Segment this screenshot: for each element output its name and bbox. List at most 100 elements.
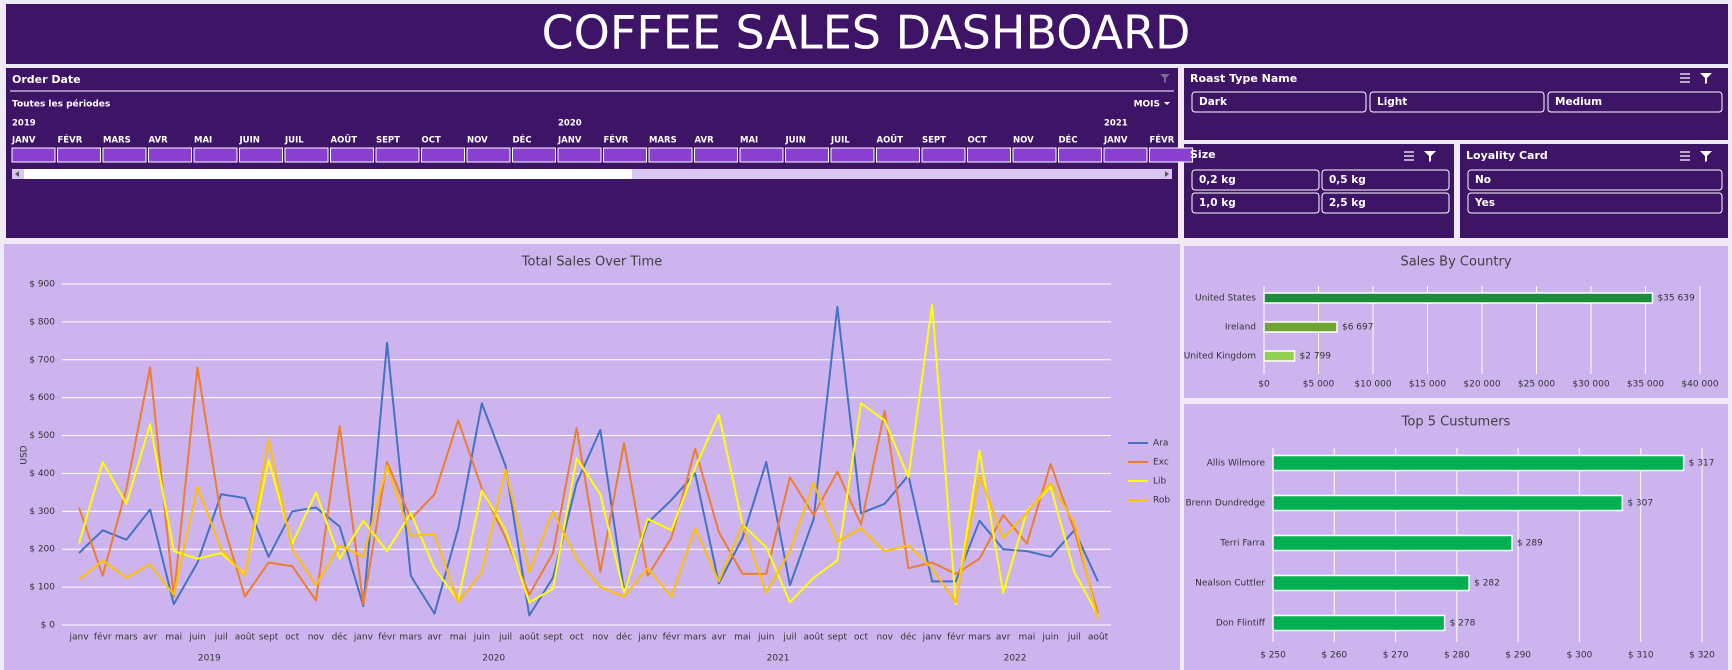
header-band: [6, 4, 1728, 64]
bar: [1272, 614, 1446, 632]
month-cell[interactable]: [239, 147, 283, 163]
month-cell[interactable]: [102, 147, 147, 163]
month-cell[interactable]: [148, 147, 192, 163]
x-tick-label: déc: [616, 632, 632, 643]
month-cell[interactable]: [876, 147, 920, 163]
slicer-button[interactable]: [1321, 169, 1450, 191]
clear-filter-icon[interactable]: [1424, 151, 1436, 162]
month-cell[interactable]: [375, 147, 420, 163]
slicer-title: Loyality Card: [1466, 149, 1548, 162]
x-tick-label: sept: [543, 633, 563, 643]
month-label: JUIL: [830, 136, 850, 146]
y-axis-label: USD: [20, 445, 30, 464]
slicer-button[interactable]: [1191, 192, 1320, 214]
month-cell[interactable]: [694, 147, 738, 163]
slicer-button[interactable]: [1467, 192, 1723, 214]
month-cell[interactable]: [785, 147, 829, 163]
y-tick-label: $ 600: [29, 393, 55, 403]
multiselect-icon[interactable]: [1404, 151, 1414, 161]
legend-label: Lib: [1153, 477, 1167, 487]
x-tick-label: août: [235, 633, 256, 643]
month-cell[interactable]: [466, 147, 511, 163]
level-arrow[interactable]: [1164, 102, 1170, 105]
data-label: $ 282: [1474, 579, 1500, 589]
y-tick-label: $ 0: [41, 621, 56, 631]
scroll-thumb[interactable]: [24, 169, 632, 179]
clear-filter-icon[interactable]: [1700, 151, 1712, 162]
x-tick-label: août: [519, 633, 540, 643]
y-tick-label: $ 700: [29, 355, 55, 365]
legend-label: Ara: [1153, 439, 1168, 449]
month-cell[interactable]: [1103, 147, 1148, 163]
clear-filter-icon[interactable]: [1160, 74, 1170, 83]
month-cell[interactable]: [57, 147, 101, 163]
month-cell[interactable]: [284, 147, 329, 163]
x-tick-label: juil: [214, 633, 228, 643]
x-tick-label: juin: [1041, 633, 1058, 643]
x-tick-label: avr: [143, 633, 158, 643]
month-label: DÉC: [513, 134, 532, 146]
x-tick-label: avr: [427, 633, 442, 643]
month-cell[interactable]: [830, 147, 875, 163]
slicer-title: Roast Type Name: [1190, 72, 1297, 85]
data-label: $ 317: [1689, 459, 1715, 469]
month-label: MARS: [103, 136, 131, 146]
slicer-item: 1,0 kg: [1199, 197, 1236, 209]
slicer-button[interactable]: [1547, 91, 1723, 113]
month-cell[interactable]: [967, 147, 1011, 163]
month-cell[interactable]: [603, 147, 647, 163]
chart-title: Total Sales Over Time: [521, 255, 662, 270]
month-label: SEPT: [922, 136, 946, 146]
month-cell[interactable]: [921, 147, 966, 163]
month-cell[interactable]: [421, 147, 465, 163]
y-tick-label: $ 300: [29, 507, 55, 517]
slicer-item: Medium: [1555, 96, 1602, 108]
month-cell[interactable]: [739, 147, 784, 163]
scroll-left[interactable]: [15, 171, 19, 177]
year-label: 2020: [482, 654, 505, 664]
x-tick-label: $40 000: [1681, 380, 1718, 390]
x-tick-label: mai: [165, 633, 182, 643]
month-cell[interactable]: [557, 147, 602, 163]
x-tick-label: déc: [900, 632, 916, 643]
slicer-button[interactable]: [1321, 192, 1450, 214]
year-label: 2019: [12, 119, 36, 129]
month-cell[interactable]: [1149, 147, 1193, 163]
x-tick-label: $ 290: [1505, 651, 1531, 661]
x-tick-label: nov: [592, 633, 609, 643]
month-label: JANV: [11, 136, 36, 146]
slicer-item: No: [1475, 174, 1491, 186]
multiselect-icon[interactable]: [1680, 73, 1690, 83]
slicer-item: Light: [1377, 96, 1407, 108]
month-cell[interactable]: [1012, 147, 1057, 163]
month-cell[interactable]: [193, 147, 238, 163]
month-cell[interactable]: [648, 147, 693, 163]
x-tick-label: nov: [308, 633, 325, 643]
x-tick-label: mai: [1019, 633, 1036, 643]
x-tick-label: juin: [473, 633, 490, 643]
x-tick-label: déc: [332, 632, 348, 643]
x-tick-label: mai: [450, 633, 467, 643]
slicer-button[interactable]: [1191, 91, 1367, 113]
month-cell[interactable]: [1058, 147, 1102, 163]
month-label: DÉC: [1059, 134, 1078, 146]
level-selector[interactable]: MOIS: [1134, 100, 1160, 110]
bar: [1272, 574, 1470, 592]
slicer-button[interactable]: [1467, 169, 1723, 191]
month-cell[interactable]: [330, 147, 374, 163]
month-label: OCT: [422, 136, 441, 146]
x-tick-label: $ 270: [1383, 651, 1409, 661]
slicer-button[interactable]: [1191, 169, 1320, 191]
month-cell[interactable]: [11, 147, 56, 163]
scroll-right[interactable]: [1165, 171, 1169, 177]
slicer-title: Order Date: [12, 73, 81, 86]
month-cell[interactable]: [512, 147, 556, 163]
slicer-button[interactable]: [1369, 91, 1545, 113]
x-tick-label: mars: [684, 633, 707, 643]
clear-filter-icon[interactable]: [1700, 73, 1712, 84]
bar: [1263, 292, 1654, 304]
category-label: United Kingdom: [1184, 352, 1256, 362]
legend-label: Exc: [1153, 458, 1169, 468]
multiselect-icon[interactable]: [1680, 151, 1690, 161]
x-tick-label: janv: [68, 633, 89, 643]
